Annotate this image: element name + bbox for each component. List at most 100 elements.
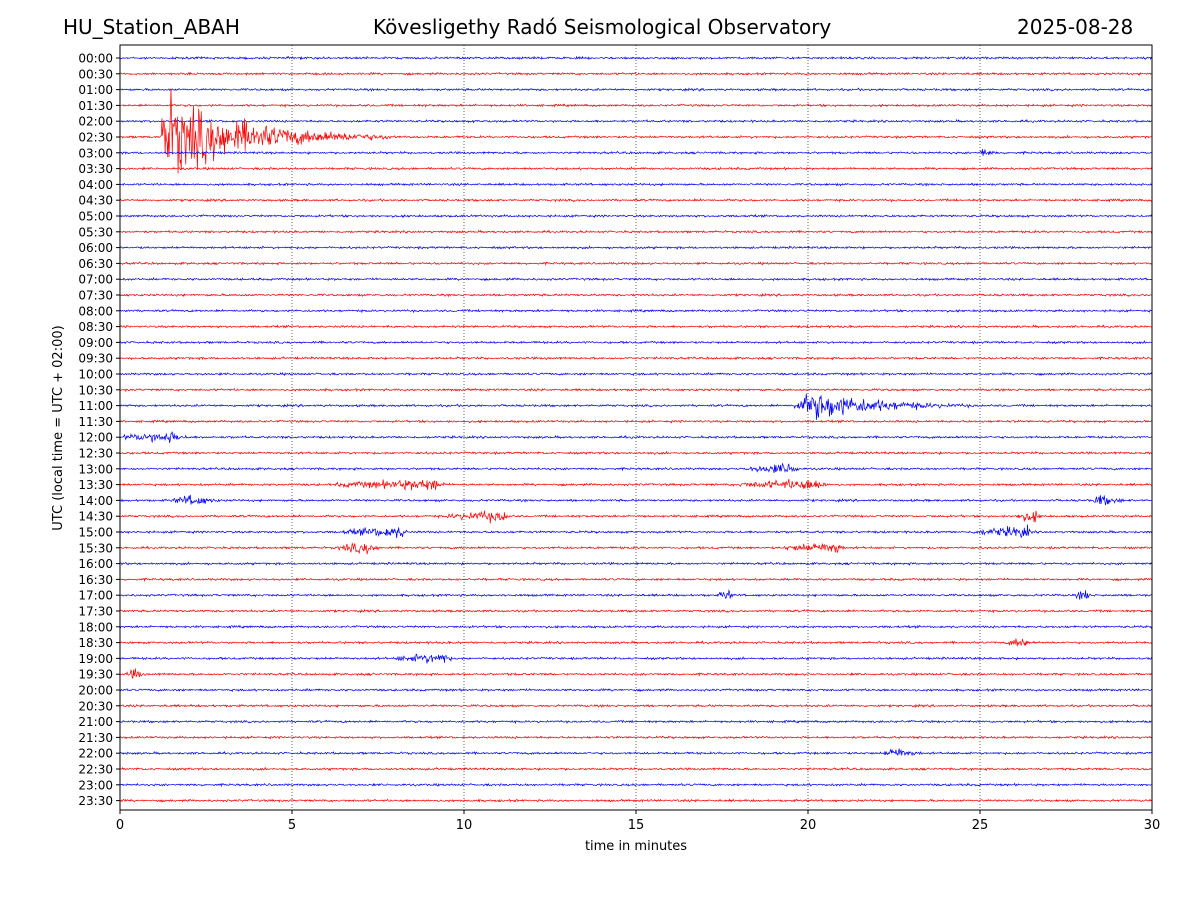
trace-0230 (119, 88, 1153, 174)
y-tick-label: 03:30 (78, 162, 113, 176)
y-tick-label: 07:00 (78, 273, 113, 287)
y-tick-label: 21:00 (78, 715, 113, 729)
y-tick-label: 18:30 (78, 636, 113, 650)
x-tick-label: 25 (972, 818, 989, 833)
trace-2230 (119, 766, 1153, 772)
trace-0100 (119, 87, 1153, 92)
x-tick-label: 20 (800, 818, 817, 833)
trace-1230 (119, 450, 1153, 456)
y-tick-label: 11:00 (78, 399, 113, 413)
trace-2100 (119, 719, 1153, 725)
y-tick-label: 16:00 (78, 557, 113, 571)
y-tick-label: 13:00 (78, 462, 113, 476)
trace-1700 (119, 589, 1153, 600)
trace-0430 (119, 197, 1153, 203)
trace-1130 (119, 419, 1153, 424)
y-tick-label: 09:00 (78, 336, 113, 350)
y-tick-label: 02:30 (78, 131, 113, 145)
trace-0630 (119, 261, 1153, 266)
trace-0130 (119, 103, 1153, 109)
y-tick-label: 20:00 (78, 684, 113, 698)
y-tick-label: 04:30 (78, 194, 113, 208)
y-tick-label: 17:00 (78, 589, 113, 603)
trace-1300 (119, 463, 1153, 474)
trace-1000 (119, 371, 1153, 377)
y-tick-label: 05:00 (78, 210, 113, 224)
y-tick-label: 08:30 (78, 320, 113, 334)
x-axis-ticks: 0 5 10 15 20 25 30 (116, 810, 1160, 833)
y-tick-label: 16:30 (78, 573, 113, 587)
y-tick-label: 00:30 (78, 67, 113, 81)
y-tick-label: 22:00 (78, 747, 113, 761)
y-tick-label: 07:30 (78, 289, 113, 303)
trace-0400 (119, 182, 1153, 187)
y-tick-label: 23:30 (78, 794, 113, 808)
y-tick-label: 15:00 (78, 526, 113, 540)
y-tick-label: 18:00 (78, 620, 113, 634)
trace-1330 (119, 479, 1153, 491)
trace-1200 (119, 431, 1153, 444)
date-label: 2025-08-28 (1017, 15, 1134, 39)
x-tick-label: 30 (1144, 818, 1161, 833)
trace-1900 (119, 653, 1153, 664)
trace-0530 (119, 229, 1153, 235)
trace-0030 (119, 71, 1153, 77)
trace-0330 (119, 166, 1153, 171)
y-axis-label: UTC (local time = UTC + 02:00) (51, 325, 66, 530)
trace-0500 (119, 213, 1153, 219)
trace-1030 (119, 387, 1153, 393)
station-label: HU_Station_ABAH (63, 15, 240, 39)
observatory-title: Kövesligethy Radó Seismological Observat… (373, 15, 832, 39)
seismic-traces (119, 55, 1153, 803)
trace-0600 (119, 245, 1153, 250)
trace-0000 (119, 55, 1153, 61)
trace-0830 (119, 324, 1153, 329)
x-tick-label: 5 (288, 818, 296, 833)
y-tick-label: 09:30 (78, 352, 113, 366)
y-tick-label: 12:00 (78, 431, 113, 445)
y-tick-label: 11:30 (78, 415, 113, 429)
y-tick-label: 04:00 (78, 178, 113, 192)
y-tick-label: 01:30 (78, 99, 113, 113)
trace-0730 (119, 292, 1153, 298)
y-tick-label: 03:00 (78, 146, 113, 160)
trace-1100 (119, 393, 1153, 420)
y-tick-label: 22:30 (78, 763, 113, 777)
trace-2130 (119, 735, 1153, 740)
y-tick-label: 00:00 (78, 52, 113, 66)
y-tick-label: 21:30 (78, 731, 113, 745)
trace-1630 (119, 577, 1153, 582)
y-tick-label: 12:30 (78, 447, 113, 461)
x-tick-label: 10 (456, 818, 473, 833)
y-tick-label: 20:30 (78, 699, 113, 713)
trace-1600 (119, 561, 1153, 566)
grid-lines (291, 45, 981, 810)
trace-1930 (119, 668, 1153, 679)
y-tick-label: 10:00 (78, 368, 113, 382)
y-tick-label: 23:00 (78, 778, 113, 792)
trace-2300 (119, 782, 1153, 788)
y-tick-label: 08:00 (78, 304, 113, 318)
y-tick-label: 17:30 (78, 605, 113, 619)
trace-2030 (119, 703, 1153, 709)
trace-0930 (119, 356, 1153, 361)
y-tick-label: 14:30 (78, 510, 113, 524)
trace-0300 (119, 149, 1153, 156)
trace-0700 (119, 276, 1153, 282)
y-tick-label: 15:30 (78, 541, 113, 555)
trace-2200 (119, 748, 1153, 757)
trace-1430 (119, 510, 1153, 524)
y-tick-label: 13:30 (78, 478, 113, 492)
trace-1800 (119, 624, 1153, 630)
trace-0800 (119, 308, 1153, 314)
trace-1500 (119, 524, 1153, 539)
trace-0900 (119, 340, 1153, 345)
trace-1530 (119, 542, 1153, 555)
y-tick-label: 02:00 (78, 115, 113, 129)
trace-1830 (119, 638, 1153, 647)
y-tick-label: 05:30 (78, 225, 113, 239)
trace-2000 (119, 687, 1153, 693)
y-tick-label: 19:30 (78, 668, 113, 682)
